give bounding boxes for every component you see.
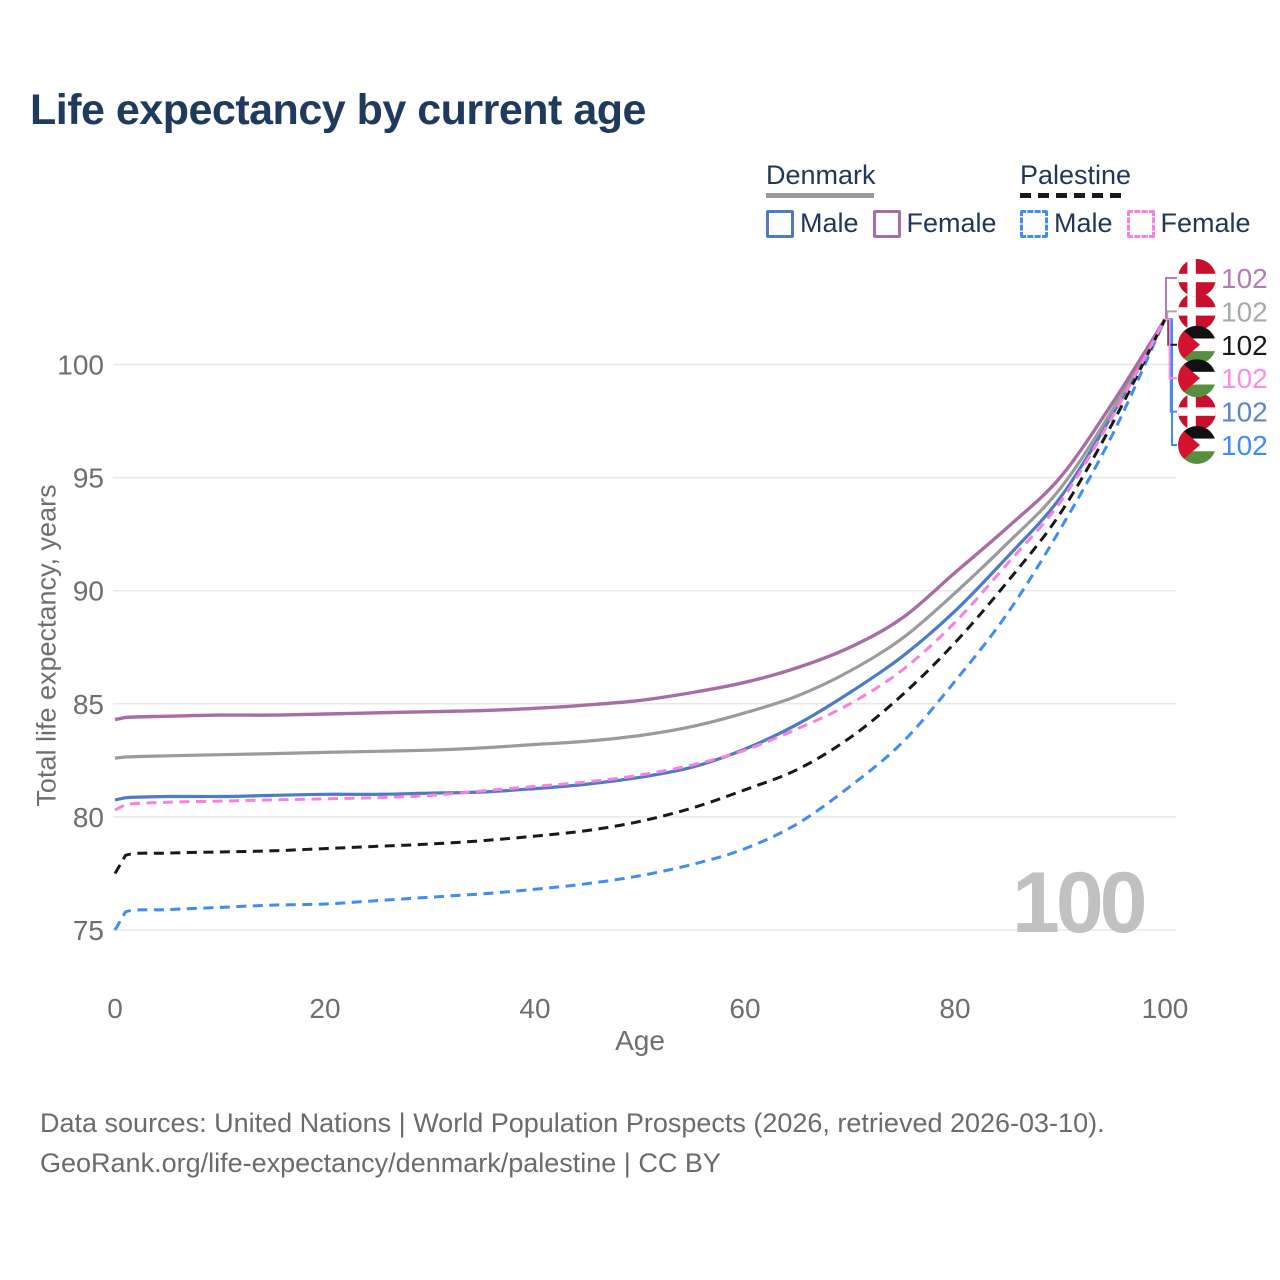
legend-solid-line-sample	[766, 193, 874, 198]
legend-group-denmark: Denmark Male Female	[766, 160, 997, 239]
x-tick-label: 60	[729, 993, 760, 1024]
end-value-label: 102	[1221, 397, 1268, 428]
x-axis-title: Age	[615, 1025, 665, 1056]
y-tick-label: 85	[73, 689, 104, 720]
legend-checkbox-denmark-female[interactable]	[872, 209, 901, 238]
legend-label-palestine-female[interactable]: Female	[1160, 208, 1251, 238]
legend-item-denmark-female[interactable]: Female	[872, 208, 997, 239]
legend-label-denmark-female[interactable]: Female	[906, 208, 997, 238]
end-value-label: 102	[1221, 363, 1268, 394]
leader-line	[1165, 318, 1177, 380]
legend-item-denmark-male[interactable]: Male	[766, 208, 859, 239]
end-value-label: 102	[1221, 296, 1268, 327]
denmark-flag-icon	[1178, 292, 1216, 331]
footer-attribution: GeoRank.org/life-expectancy/denmark/pale…	[40, 1148, 721, 1178]
end-value-label: 102	[1221, 330, 1268, 361]
current-age-watermark: 100	[1012, 855, 1147, 951]
series-line-denmark-total[interactable]	[114, 318, 1167, 760]
x-tick-label: 20	[309, 993, 340, 1024]
y-tick-label: 75	[73, 915, 104, 946]
legend-checkbox-palestine-male[interactable]	[1020, 209, 1048, 238]
legend-label-denmark-male[interactable]: Male	[800, 208, 859, 238]
legend-group-palestine: Palestine Male Female	[1020, 160, 1251, 239]
series-line-palestine-female[interactable]	[114, 318, 1167, 812]
palestine-flag-icon	[1178, 359, 1216, 398]
y-axis-title: Total life expectancy, years	[31, 484, 62, 807]
palestine-flag-icon	[1178, 325, 1216, 364]
legend-group-title-palestine: Palestine	[1020, 160, 1132, 190]
denmark-flag-icon	[1178, 259, 1216, 297]
x-tick-label: 80	[939, 993, 970, 1024]
legend-checkbox-denmark-male[interactable]	[766, 209, 794, 238]
leader-line	[1165, 277, 1177, 321]
series-line-palestine-male[interactable]	[113, 318, 1167, 931]
y-tick-label: 80	[73, 802, 104, 833]
legend-group-title-denmark: Denmark	[766, 160, 876, 190]
legend-checkbox-palestine-female[interactable]	[1126, 209, 1155, 238]
legend-item-palestine-female[interactable]: Female	[1126, 208, 1251, 239]
end-value-label: 102	[1221, 430, 1268, 461]
gridlines-layer: 75 80 85 90 95 100 0 20 40 60 80 100	[57, 350, 1188, 1025]
series-line-palestine-total[interactable]	[113, 318, 1167, 875]
palestine-flag-icon	[1178, 426, 1216, 464]
legend-dashed-line-sample	[1020, 193, 1128, 198]
denmark-flag-icon	[1178, 392, 1216, 431]
y-tick-label: 90	[73, 576, 104, 607]
x-tick-label: 100	[1142, 993, 1189, 1024]
x-tick-label: 0	[107, 993, 123, 1024]
series-line-denmark-male[interactable]	[114, 318, 1167, 802]
y-tick-label: 95	[73, 463, 104, 494]
end-value-label: 102	[1221, 263, 1268, 294]
y-tick-label: 100	[57, 350, 104, 381]
legend-item-palestine-male[interactable]: Male	[1020, 208, 1113, 239]
leader-line	[1165, 318, 1177, 446]
series-layer	[113, 318, 1167, 931]
footer-data-sources: Data sources: United Nations | World Pop…	[40, 1108, 1105, 1138]
chart-title: Life expectancy by current age	[30, 86, 646, 134]
series-line-denmark-female[interactable]	[114, 318, 1167, 722]
x-tick-label: 40	[519, 993, 550, 1024]
legend-label-palestine-male[interactable]: Male	[1054, 208, 1113, 238]
